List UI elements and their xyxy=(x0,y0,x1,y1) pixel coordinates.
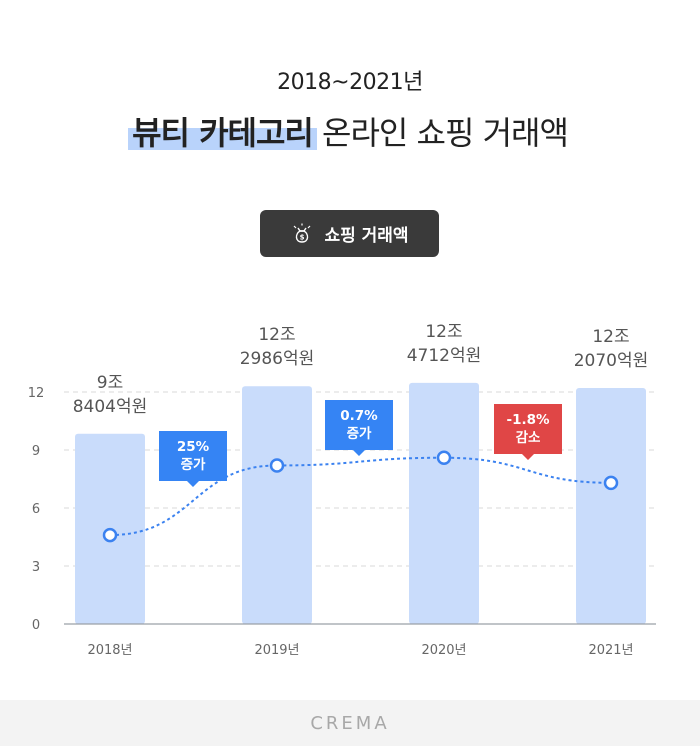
change-callout: 25% 증가 xyxy=(159,431,227,487)
trend-point xyxy=(102,527,118,543)
bar-value-label: 2986억원 xyxy=(240,349,315,369)
bar xyxy=(242,386,312,624)
y-tick-label: 9 xyxy=(32,444,40,459)
brand-logo: CREMA xyxy=(310,712,390,734)
x-tick-label: 2018년 xyxy=(87,643,132,658)
chart-subtitle: 2018~2021년 xyxy=(277,70,423,95)
legend-label: 쇼핑 거래액 xyxy=(324,226,409,246)
bar xyxy=(75,433,145,624)
svg-text:$: $ xyxy=(300,233,305,241)
money-bag-icon: $ xyxy=(294,223,311,243)
change-callout: 0.7% 증가 xyxy=(325,400,393,456)
x-tick-label: 2020년 xyxy=(421,643,466,658)
trend-point xyxy=(603,475,619,491)
trend-point xyxy=(436,450,452,465)
bar-value-label: 12조 xyxy=(592,327,629,347)
x-tick-label: 2019년 xyxy=(254,643,299,658)
title-rest: 온라인 쇼핑 거래액 xyxy=(322,114,569,152)
legend-pill: $ 쇼핑 거래액 xyxy=(260,210,439,257)
trend-line xyxy=(109,456,612,537)
bar-value-label: 2070억원 xyxy=(574,351,649,371)
bar-value-label: 12조 xyxy=(258,325,295,345)
bar xyxy=(409,382,479,624)
callout-text: 증가 xyxy=(347,426,372,442)
callout-text: -1.8% xyxy=(506,412,550,428)
bar-value-label: 4712억원 xyxy=(407,346,482,366)
y-tick-label: 0 xyxy=(32,618,40,633)
chart-card: 2018~2021년 뷰티 카테고리 온라인 쇼핑 거래액 $ 쇼핑 거래액 0… xyxy=(0,0,700,700)
callout-text: 증가 xyxy=(181,457,206,473)
bar-value-label: 12조 xyxy=(425,322,462,342)
callout-text: 0.7% xyxy=(340,408,378,424)
brand-footer: CREMA xyxy=(0,700,700,746)
chart-svg: 0 3 6 9 12 2018년 2019년 2020년 2021년 9조 8404억원 12조 29… xyxy=(28,322,656,658)
change-callout: -1.8%감소 xyxy=(494,404,562,460)
title-highlight: 뷰티 카테고리 xyxy=(132,114,314,152)
chart-title: 뷰티 카테고리 온라인 쇼핑 거래액 xyxy=(0,108,700,154)
callout-text: 25% xyxy=(177,439,210,455)
y-tick-label: 3 xyxy=(32,560,40,575)
callout-text: 감소 xyxy=(516,429,541,446)
x-tick-label: 2021년 xyxy=(588,643,633,658)
bar-value-label: 8404억원 xyxy=(73,397,148,417)
y-tick-label: 12 xyxy=(28,386,45,401)
trend-point xyxy=(269,458,285,473)
bar-value-label: 9조 xyxy=(97,373,123,393)
y-tick-label: 6 xyxy=(32,502,40,517)
bar xyxy=(576,387,646,624)
